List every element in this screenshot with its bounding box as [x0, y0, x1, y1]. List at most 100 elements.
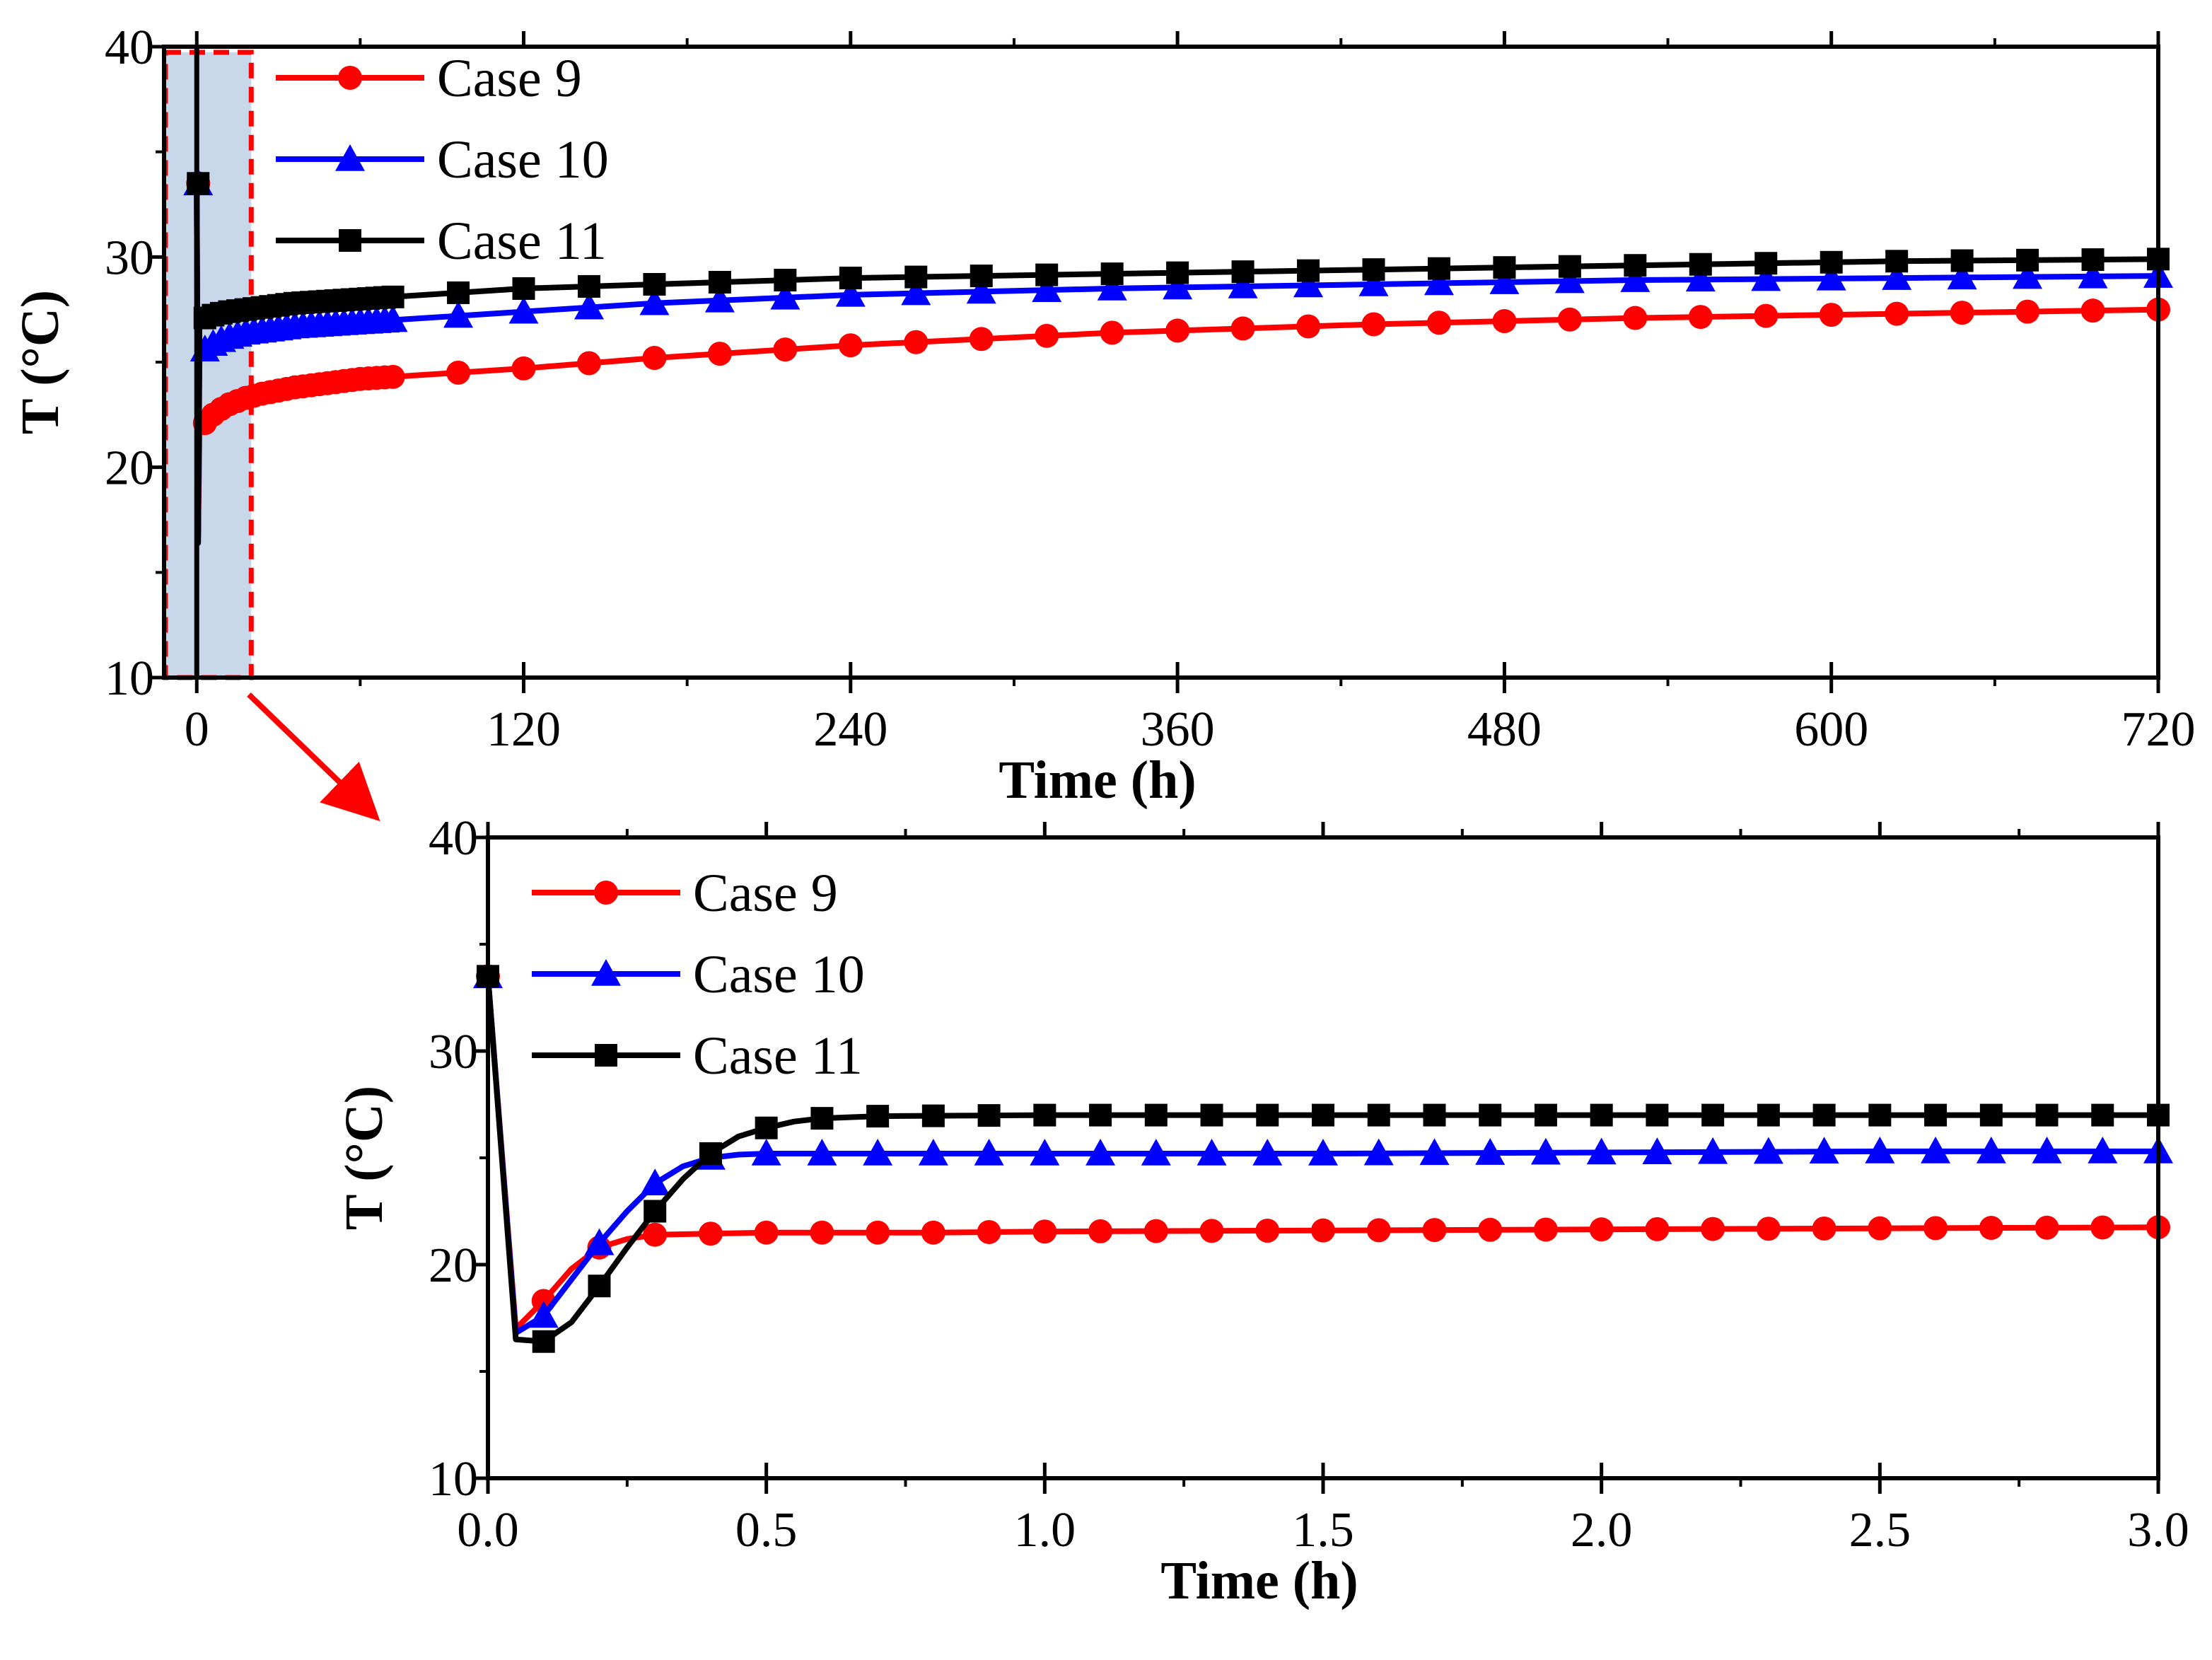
- data-point: [708, 271, 731, 294]
- data-point: [977, 1104, 1001, 1127]
- data-point: [1757, 1103, 1780, 1127]
- x-tick-label: 120: [487, 702, 561, 757]
- data-point: [1754, 303, 1779, 328]
- data-point: [532, 1330, 555, 1353]
- zoom-region-box: [163, 50, 254, 680]
- data-point: [863, 1138, 893, 1166]
- data-point: [1424, 268, 1454, 296]
- data-point: [643, 1222, 668, 1247]
- legend-marker: [339, 229, 361, 252]
- data-point: [443, 301, 474, 328]
- main-chart-series: [183, 168, 2173, 546]
- data-point: [901, 278, 931, 306]
- data-point: [1924, 1103, 1948, 1127]
- data-point: [447, 281, 470, 304]
- x-tick-label: 1.5: [1292, 1503, 1354, 1557]
- x-tick-label: 480: [1467, 702, 1542, 757]
- inset-chart-series: [473, 961, 2173, 1353]
- data-point: [528, 1301, 559, 1328]
- x-tick-label: 2.0: [1571, 1503, 1633, 1557]
- data-point: [698, 1221, 723, 1246]
- data-point: [2032, 1136, 2062, 1163]
- x-tick-label: 0.0: [457, 1503, 519, 1557]
- data-point: [1197, 1138, 1227, 1166]
- y-tick-label: 40: [429, 811, 478, 866]
- data-point: [1358, 269, 1389, 296]
- data-point: [755, 1116, 778, 1139]
- data-point: [1256, 1103, 1279, 1127]
- data-point: [1362, 258, 1385, 281]
- data-point: [904, 330, 929, 354]
- data-point: [1231, 260, 1255, 284]
- data-point: [1085, 1138, 1116, 1166]
- legend-marker: [594, 881, 618, 905]
- data-point: [1868, 1216, 1892, 1241]
- data-point: [446, 360, 471, 385]
- data-point: [1809, 1137, 1839, 1164]
- data-point: [835, 279, 866, 307]
- inset-chart-legend: Case 9 Case 10 Case 11: [532, 864, 865, 1086]
- y-tick-label: 10: [105, 651, 154, 706]
- data-point: [1979, 1216, 2003, 1241]
- data-point: [1363, 1138, 1394, 1166]
- data-point: [1685, 265, 1716, 292]
- data-point: [1311, 1218, 1335, 1243]
- data-point: [1097, 273, 1127, 301]
- data-point: [770, 282, 801, 310]
- data-point: [1950, 301, 1974, 325]
- data-point: [1623, 306, 1648, 330]
- data-point: [1143, 1219, 1168, 1243]
- data-point: [1701, 1103, 1725, 1127]
- data-point: [1688, 305, 1713, 330]
- data-point: [511, 356, 536, 381]
- data-point: [921, 1104, 945, 1127]
- data-point: [1199, 1219, 1224, 1243]
- legend-marker: [338, 66, 362, 90]
- data-point: [2088, 1136, 2118, 1163]
- main-chart-x-axis-title: Time (h): [999, 750, 1196, 810]
- data-point: [1882, 263, 1912, 290]
- data-point: [918, 1138, 948, 1166]
- data-point: [1166, 261, 1189, 284]
- data-point: [1885, 250, 1909, 273]
- data-point: [2013, 262, 2043, 289]
- data-point: [1479, 1103, 1502, 1127]
- data-point: [1754, 252, 1778, 275]
- data-point: [577, 274, 600, 298]
- data-point: [1100, 320, 1124, 345]
- data-point: [866, 1220, 890, 1245]
- data-point: [1293, 270, 1324, 298]
- data-point: [1558, 255, 1581, 278]
- data-point: [974, 1138, 1004, 1166]
- data-point: [1947, 262, 1977, 290]
- data-point: [773, 337, 798, 362]
- data-point: [574, 292, 604, 320]
- data-point: [1478, 1217, 1503, 1242]
- y-tick-label: 30: [105, 231, 154, 285]
- data-point: [1030, 1138, 1060, 1166]
- data-point: [1032, 1219, 1057, 1244]
- data-point: [1642, 1137, 1672, 1164]
- data-point: [1422, 1218, 1447, 1243]
- data-point: [1297, 259, 1320, 282]
- data-point: [1423, 1103, 1446, 1127]
- data-point: [1419, 1138, 1450, 1166]
- legend-label: Case 10: [437, 130, 609, 190]
- data-point: [1557, 307, 1582, 332]
- data-point: [1753, 1137, 1783, 1164]
- data-point: [1252, 1138, 1283, 1166]
- data-point: [584, 1228, 615, 1255]
- data-point: [1620, 265, 1651, 292]
- data-point: [576, 351, 601, 376]
- data-point: [1534, 1103, 1557, 1127]
- data-point: [1751, 264, 1781, 291]
- inset-chart-x-axis-title: Time (h): [1160, 1551, 1358, 1610]
- data-point: [1230, 316, 1255, 341]
- x-tick-label: 1.0: [1014, 1503, 1076, 1557]
- data-point: [1923, 1216, 1948, 1241]
- y-tick-label: 10: [429, 1452, 478, 1507]
- data-point: [1865, 1136, 1895, 1163]
- y-tick-label: 20: [429, 1238, 478, 1293]
